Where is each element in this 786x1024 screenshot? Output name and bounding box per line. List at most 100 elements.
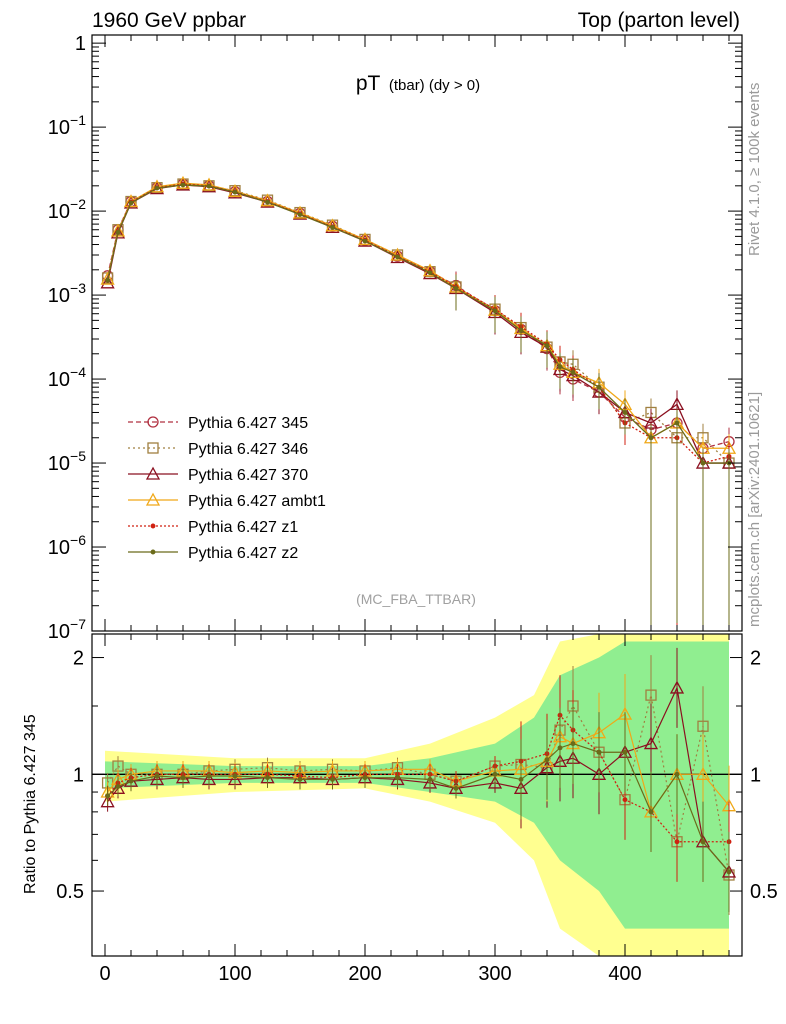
ratio-point [206,773,212,779]
y-tick-exponent: −6 [70,532,86,548]
ratio-point [180,775,186,781]
main-point [492,308,498,314]
legend-marker [145,492,161,506]
legend-label: Pythia 6.427 346 [188,441,308,458]
main-point [206,183,212,189]
ratio-point [265,775,270,781]
main-y-tick-label: 10−5 [48,448,86,475]
y-tick-base: 10 [48,117,70,139]
y-tick-base: 10 [48,369,70,391]
main-point [557,364,563,370]
legend-item: Pythia 6.427 z1 [128,519,298,536]
ratio-point [700,839,706,845]
main-point [105,277,111,283]
main-point [357,232,373,246]
main-point [330,224,335,230]
ratio-point [570,741,576,747]
ratio-series-4 [105,703,732,912]
legend-item: Pythia 6.427 345 [128,415,308,432]
ratio-point [557,745,563,751]
main-data [100,175,737,631]
main-y-tick-label: 10−7 [48,616,86,643]
ratio-point [128,778,134,784]
main-point [544,343,550,349]
ratio-point [596,749,602,755]
main-series-2 [100,177,737,631]
rivet-label: Rivet 4.1.0, ≥ 100k events [746,82,763,256]
ratio-point [544,757,550,763]
main-point [674,420,680,426]
y-tick-base: 1 [75,33,86,55]
y-tick-base: 10 [48,285,70,307]
legend-label: Pythia 6.427 345 [188,415,308,432]
main-point [325,218,340,232]
plot-title: pT (tbar) (dy > 0) [356,72,480,95]
ratio-y-tick-label: 1 [73,764,84,786]
y-tick-exponent: −1 [70,112,86,128]
ratio-point [518,776,524,782]
ratio-point [453,785,459,791]
main-point [422,263,438,277]
main-y-tick-label: 10−1 [48,112,86,139]
ratio-point [297,776,303,782]
y-tick-base: 10 [48,201,70,223]
main-point [395,254,400,260]
ratio-y-tick-label: 2 [73,648,84,670]
main-point [390,247,405,261]
header-right: Top (parton level) [578,9,740,32]
y-tick-exponent: −7 [70,616,86,632]
y-tick-exponent: −4 [70,364,86,380]
legend: Pythia 6.427 345 Pythia 6.427 346 Pythia 6… [128,415,326,562]
main-point [115,229,121,235]
main-point [427,270,433,276]
ratio-point [674,771,680,777]
main-point [154,185,160,191]
main-point [297,212,303,217]
ratio-x-tick-label: 400 [608,963,641,985]
y-tick-exponent: −2 [70,196,86,212]
main-y-tick-label: 10−6 [48,532,86,559]
main-point [180,182,186,188]
main-point [100,275,115,289]
ratio-point [154,773,160,779]
main-point [100,271,115,285]
plot-title-main: pT [356,72,381,95]
main-series-3 [100,175,737,631]
ratio-point [330,776,335,782]
ratio-point [487,775,503,789]
main-point [362,238,368,244]
ratio-point [643,736,659,750]
ratio-point [697,720,709,732]
legend-label: Pythia 6.427 z1 [188,519,298,536]
ratio-x-tick-label: 100 [218,963,251,985]
main-point [123,195,139,209]
main-point [149,179,165,193]
ratio-x-tick-label: 0 [99,963,110,985]
y-tick-exponent: −5 [70,448,86,464]
ratio-y-tick-label: 0.5 [56,881,84,903]
legend-item: Pythia 6.427 ambt1 [128,492,326,510]
main-point [265,199,270,205]
legend-marker [147,442,159,454]
main-plot: 110−110−210−310−410−510−610−7 pT (tbar) … [48,33,743,643]
legend-label: Pythia 6.427 370 [188,467,308,484]
y-tick-base: 10 [48,621,70,643]
main-series-5 [105,182,732,631]
plot-title-sub: (tbar) (dy > 0) [389,77,480,94]
ratio-x-tick-label: 200 [348,963,381,985]
main-point [453,285,459,291]
main-series-4 [105,181,732,631]
ratio-point [645,689,657,701]
main-point [110,225,126,239]
ratio-point [622,749,628,755]
main-y-tick-label: 10−4 [48,364,86,391]
ratio-point [115,784,121,789]
ratio-ticks: 0 100 200 300 400 0.5 0.5 1 1 2 2 [56,634,778,985]
main-point [596,384,602,390]
main-frame [91,34,743,632]
ratio-point [105,793,111,799]
ratio-point [726,869,732,875]
legend-item: Pythia 6.427 z2 [128,545,298,562]
main-y-ticks: 110−110−210−310−410−510−610−7 [48,33,742,643]
